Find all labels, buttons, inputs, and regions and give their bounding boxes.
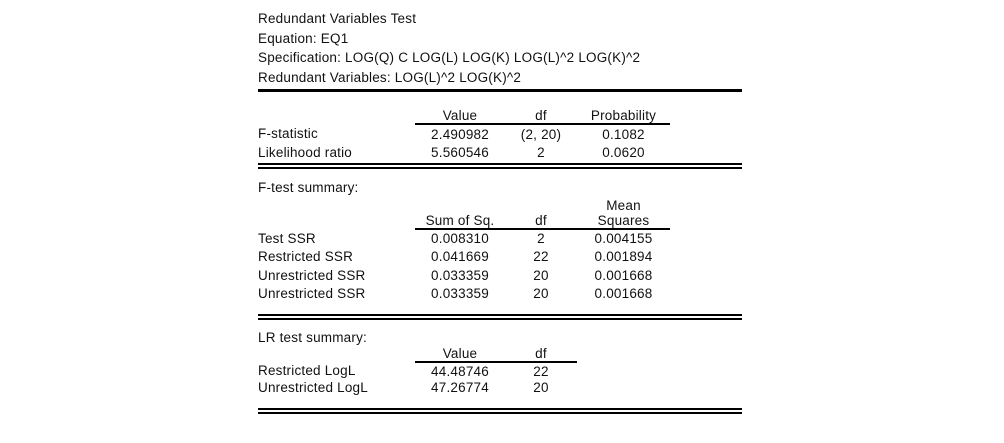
cell-value: 44.48746 — [431, 363, 489, 379]
specification-line: Specification: LOG(Q) C LOG(L) LOG(K) LO… — [258, 50, 641, 65]
cell-value: 2.490982 — [431, 126, 489, 142]
column-header-probability: Probability — [577, 104, 670, 125]
row-spacer — [670, 229, 742, 248]
mean-label: Mean — [606, 198, 641, 213]
cell-df: 22 — [533, 363, 549, 379]
header-spacer — [670, 104, 742, 124]
row-spacer — [577, 362, 742, 379]
row-spacer — [670, 248, 742, 267]
cell-df: 2 — [537, 231, 545, 247]
table-row: Unrestricted SSR 0.033359 20 0.001668 — [258, 266, 742, 285]
f-test-summary-table: Sum of Sq. df Mean Squares Test SSR 0.00… — [258, 196, 742, 303]
cell-mean-squares: 0.001894 — [594, 249, 653, 265]
table-row: Likelihood ratio 5.560546 2 0.0620 — [258, 143, 742, 162]
row-label: Likelihood ratio — [258, 145, 353, 160]
cell-df: (2, 20) — [520, 126, 562, 142]
cell-value: 47.26774 — [431, 380, 489, 395]
header-spacer — [258, 346, 415, 362]
statistics-table: Value df Probability F-statistic 2.49098… — [258, 104, 742, 162]
cell-df: 2 — [537, 145, 545, 160]
cell-df: 22 — [533, 249, 549, 265]
section-divider-rule — [258, 163, 742, 169]
row-label: Unrestricted SSR — [258, 286, 366, 302]
cell-sum-of-sq: 0.033359 — [431, 286, 489, 302]
row-label: Unrestricted LogL — [258, 380, 368, 395]
lr-test-summary-table: Value df Restricted LogL 44.48746 22 Unr… — [258, 346, 742, 396]
cell-mean-squares: 0.001668 — [594, 267, 653, 283]
equation-line: Equation: EQ1 — [258, 30, 349, 46]
header-spacer — [670, 196, 742, 229]
column-header-value: Value — [415, 104, 505, 125]
statistics-header-row: Value df Probability — [258, 104, 742, 125]
column-header-value: Value — [415, 346, 505, 363]
cell-value: 5.560546 — [431, 145, 489, 160]
cell-df: 20 — [533, 380, 549, 395]
cell-sum-of-sq: 0.008310 — [431, 231, 489, 247]
test-header-block: Redundant Variables Test Equation: EQ1 S… — [258, 9, 858, 87]
row-label: Unrestricted SSR — [258, 267, 366, 283]
bottom-rule — [258, 408, 742, 414]
cell-df: 20 — [533, 267, 549, 283]
header-spacer — [258, 196, 415, 229]
cell-probability: 0.1082 — [602, 126, 645, 142]
table-row: Test SSR 0.008310 2 0.004155 — [258, 229, 742, 248]
table-row: Unrestricted LogL 47.26774 20 — [258, 379, 742, 396]
row-spacer — [670, 266, 742, 285]
cell-mean-squares: 0.004155 — [594, 231, 653, 247]
table-row: Unrestricted SSR 0.033359 20 0.001668 — [258, 285, 742, 304]
top-rule — [258, 89, 742, 92]
cell-sum-of-sq: 0.033359 — [431, 267, 489, 283]
f-test-summary-title: F-test summary: — [258, 180, 359, 195]
test-title: Redundant Variables Test — [258, 11, 417, 26]
row-label: Restricted LogL — [258, 363, 356, 378]
cell-df: 20 — [533, 286, 549, 302]
table-row: Restricted LogL 44.48746 22 — [258, 362, 742, 379]
row-label: F-statistic — [258, 126, 318, 141]
redundant-variables-line: Redundant Variables: LOG(L)^2 LOG(K)^2 — [258, 69, 522, 85]
header-spacer — [258, 104, 415, 124]
header-spacer — [577, 346, 742, 362]
f-test-header-row: Sum of Sq. df Mean Squares — [258, 196, 742, 230]
section-divider-rule — [258, 314, 742, 320]
row-label: Restricted SSR — [258, 249, 354, 265]
cell-probability: 0.0620 — [602, 145, 645, 160]
column-header-sum-of-sq: Sum of Sq. — [415, 196, 505, 230]
column-header-df: df — [505, 346, 577, 363]
table-row: F-statistic 2.490982 (2, 20) 0.1082 — [258, 124, 742, 143]
row-spacer — [670, 124, 742, 143]
row-spacer — [577, 379, 742, 396]
row-spacer — [670, 285, 742, 304]
lr-test-summary-title: LR test summary: — [258, 330, 367, 345]
cell-sum-of-sq: 0.041669 — [431, 249, 489, 265]
squares-label: Squares — [597, 213, 650, 228]
column-header-mean-squares: Mean Squares — [577, 196, 670, 230]
table-row: Restricted SSR 0.041669 22 0.001894 — [258, 248, 742, 267]
column-header-df: df — [505, 196, 577, 230]
column-header-df: df — [505, 104, 577, 125]
row-spacer — [670, 143, 742, 162]
lr-test-header-row: Value df — [258, 346, 742, 363]
row-label: Test SSR — [258, 230, 316, 246]
cell-mean-squares: 0.001668 — [594, 286, 653, 302]
